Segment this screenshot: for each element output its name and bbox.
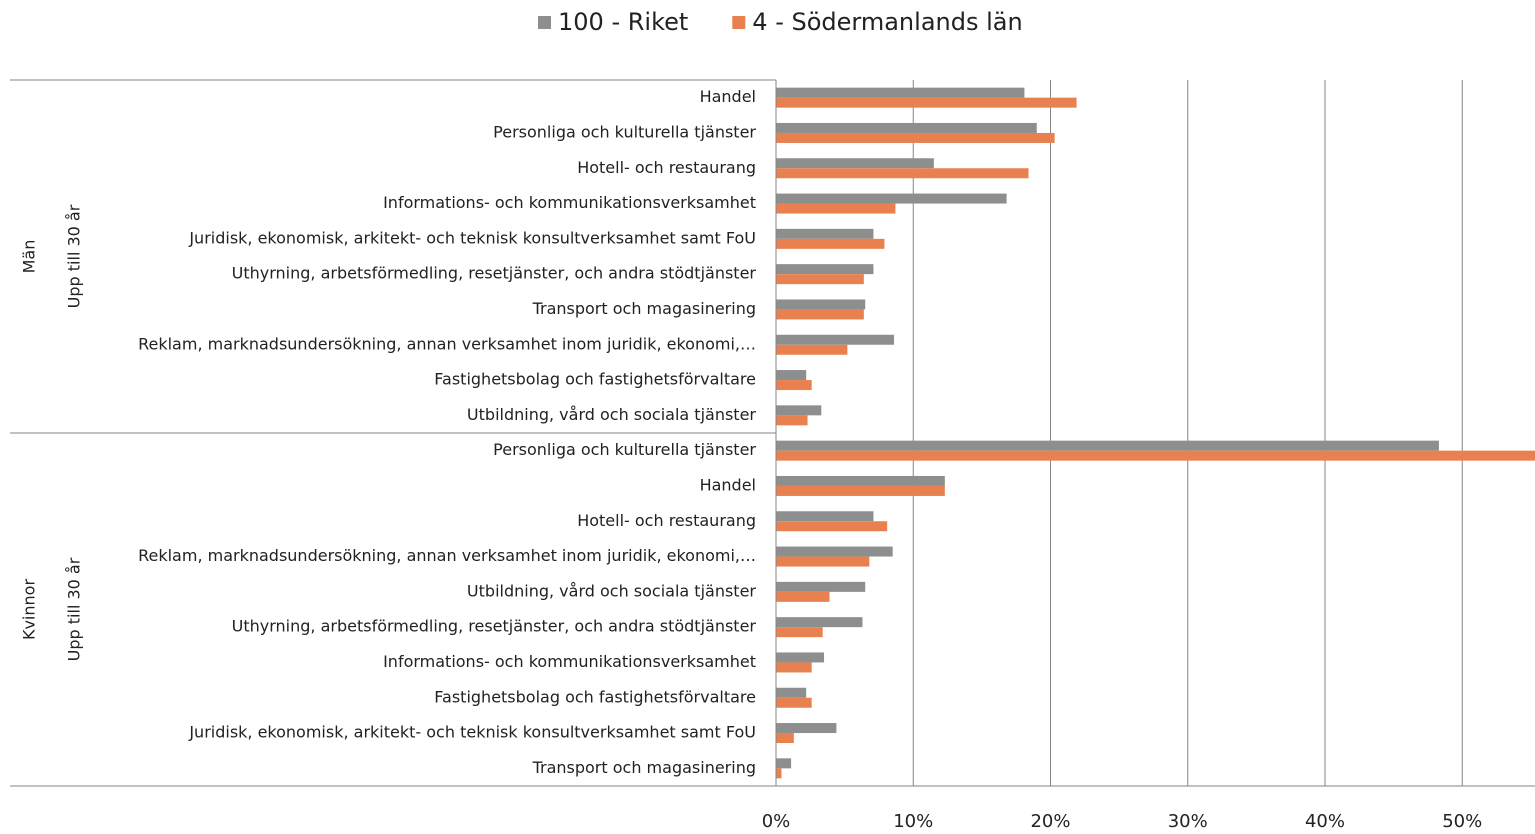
bar xyxy=(776,334,895,345)
y-tick-label: Informations- och kommunikationsverksamh… xyxy=(383,193,756,212)
bar xyxy=(776,511,874,522)
legend-swatch xyxy=(538,16,551,29)
bar xyxy=(776,475,945,486)
bar xyxy=(776,521,888,532)
bar xyxy=(776,274,864,285)
y-tick-label: Fastighetsbolag och fastighetsförvaltare xyxy=(434,687,756,706)
bar xyxy=(776,122,1037,133)
bars xyxy=(776,87,1535,779)
y-tick-label: Handel xyxy=(700,475,756,494)
y-tick-label: Juridisk, ekonomisk, arkitekt- och tekni… xyxy=(188,228,756,247)
x-tick-label: 10% xyxy=(893,811,933,832)
y-tick-label: Uthyrning, arbetsförmedling, resetjänste… xyxy=(232,617,757,636)
bar xyxy=(776,768,782,779)
bar xyxy=(776,758,792,769)
bar xyxy=(776,591,830,602)
bar xyxy=(776,299,866,310)
bar xyxy=(776,485,945,496)
y-tick-label: Personliga och kulturella tjänster xyxy=(493,122,756,141)
bar xyxy=(776,733,794,744)
y-tick-label: Hotell- och restaurang xyxy=(577,158,756,177)
subgroup-label: Upp till 30 år xyxy=(65,204,84,308)
y-tick-label: Juridisk, ekonomisk, arkitekt- och tekni… xyxy=(188,723,756,742)
bar xyxy=(776,450,1535,461)
bar xyxy=(776,203,896,214)
legend-label: 4 - Södermanlands län xyxy=(752,8,1022,36)
bar xyxy=(776,97,1077,108)
y-tick-label: Uthyrning, arbetsförmedling, resetjänste… xyxy=(232,264,757,283)
bar xyxy=(776,228,874,239)
group-label: Kvinnor xyxy=(20,579,39,640)
group-label: Män xyxy=(20,240,39,274)
legend-label: 100 - Riket xyxy=(558,8,688,36)
bar xyxy=(776,193,1007,204)
x-tick-label: 40% xyxy=(1305,811,1345,832)
bar xyxy=(776,652,825,663)
bar xyxy=(776,158,934,169)
y-tick-label: Utbildning, vård och sociala tjänster xyxy=(467,405,756,424)
bar xyxy=(776,344,848,355)
bar xyxy=(776,697,812,708)
bar xyxy=(776,581,866,592)
y-tick-label: Hotell- och restaurang xyxy=(577,511,756,530)
bar xyxy=(776,168,1029,179)
bar xyxy=(776,440,1439,451)
y-tick-label: Handel xyxy=(700,87,756,106)
bar xyxy=(776,380,812,391)
bar xyxy=(776,723,837,734)
bar xyxy=(776,687,807,698)
bar xyxy=(776,370,807,381)
x-tick-label: 0% xyxy=(762,811,791,832)
bar xyxy=(776,627,823,638)
bar xyxy=(776,132,1055,143)
y-tick-label: Reklam, marknadsundersökning, annan verk… xyxy=(138,546,756,565)
bar xyxy=(776,415,808,426)
y-tick-label: Utbildning, vård och sociala tjänster xyxy=(467,581,756,600)
legend-swatch xyxy=(732,16,746,29)
bar xyxy=(776,405,822,416)
y-tick-label: Informations- och kommunikationsverksamh… xyxy=(383,652,756,671)
y-tick-label: Reklam, marknadsundersökning, annan verk… xyxy=(138,334,756,353)
y-tick-label: Transport och magasinering xyxy=(532,758,756,777)
bar xyxy=(776,309,864,320)
y-tick-label: Personliga och kulturella tjänster xyxy=(493,440,756,459)
bar xyxy=(776,264,874,275)
bar xyxy=(776,617,863,628)
subgroup-label: Upp till 30 år xyxy=(65,557,84,661)
bar xyxy=(776,238,885,249)
bar xyxy=(776,556,870,567)
bar xyxy=(776,87,1025,98)
x-tick-label: 50% xyxy=(1442,811,1482,832)
x-tick-label: 20% xyxy=(1030,811,1070,832)
y-tick-label: Fastighetsbolag och fastighetsförvaltare xyxy=(434,370,756,389)
bar xyxy=(776,546,893,557)
x-tick-label: 30% xyxy=(1168,811,1208,832)
y-tick-label: Transport och magasinering xyxy=(532,299,756,318)
bar xyxy=(776,662,812,673)
